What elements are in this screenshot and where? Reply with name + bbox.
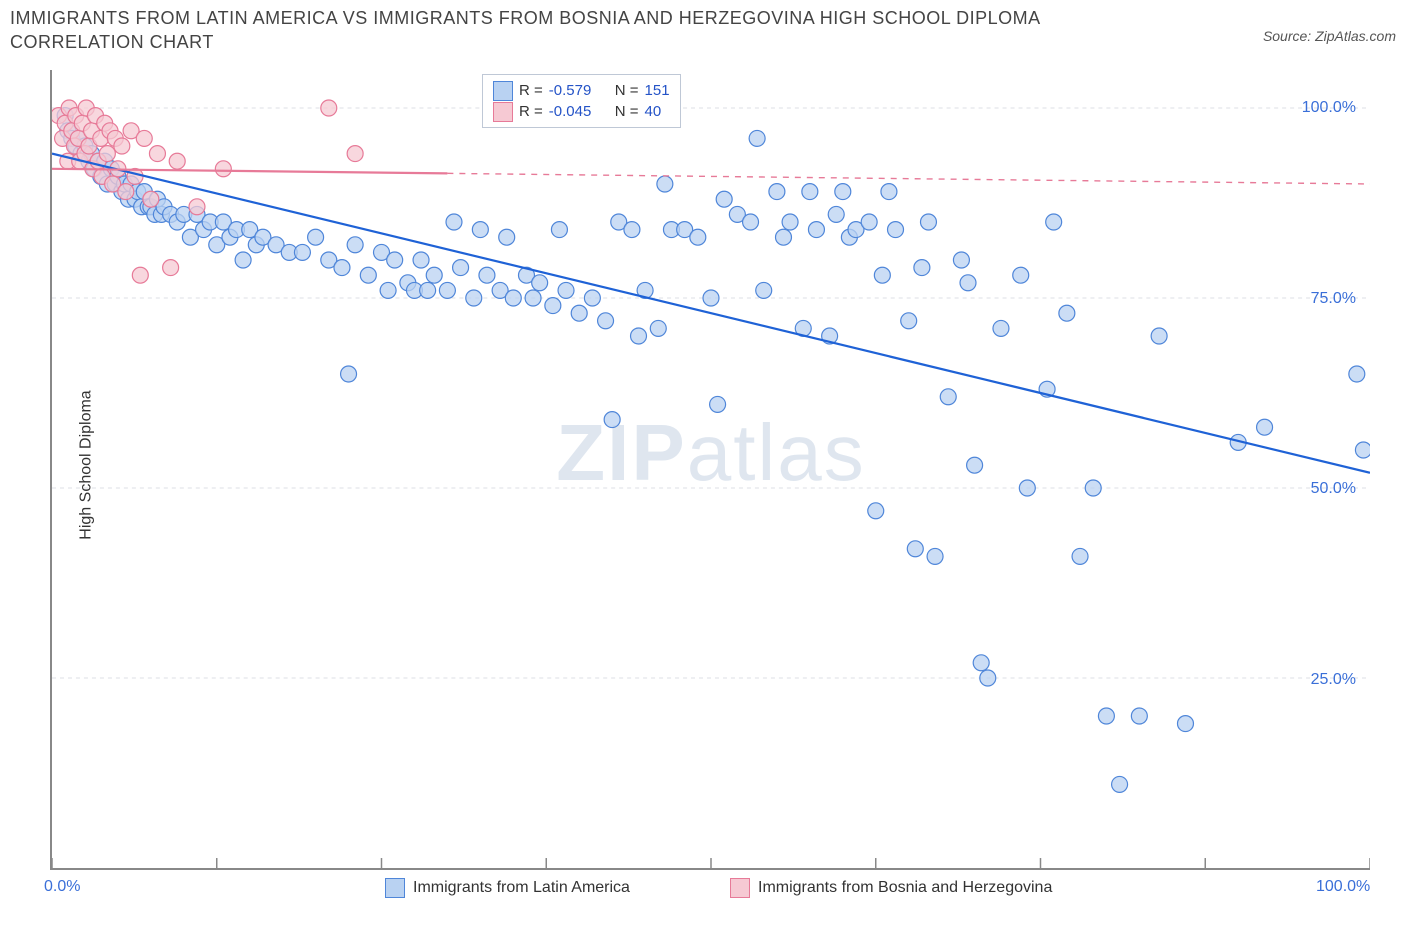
legend-label: Immigrants from Bosnia and Herzegovina: [758, 879, 1052, 897]
legend-r-label: R =: [519, 101, 543, 122]
legend-item: Immigrants from Latin America: [385, 878, 630, 898]
chart-container: IMMIGRANTS FROM LATIN AMERICA VS IMMIGRA…: [0, 0, 1406, 930]
legend-n-value: 40: [645, 101, 662, 122]
y-tick-label: 100.0%: [1302, 99, 1356, 117]
legend-label: Immigrants from Latin America: [413, 879, 630, 897]
legend-corr-row: R = -0.045 N = 40: [493, 101, 670, 122]
legend-n-label: N =: [615, 80, 639, 101]
source-label: Source: ZipAtlas.com: [1263, 6, 1396, 44]
legend-n-label: N =: [615, 101, 639, 122]
legend-r-value: -0.579: [549, 80, 609, 101]
legend-swatch: [730, 878, 750, 898]
y-tick-label: 75.0%: [1311, 290, 1356, 308]
x-tick-right: 100.0%: [1316, 878, 1370, 896]
plot-area: ZIPatlas R =-0.579N =151R =-0.045N =40: [50, 70, 1370, 870]
legend-swatch: [493, 102, 513, 122]
title-row: IMMIGRANTS FROM LATIN AMERICA VS IMMIGRA…: [10, 6, 1396, 55]
plot-svg: [52, 70, 1370, 868]
y-tick-label: 50.0%: [1311, 480, 1356, 498]
x-tick-left: 0.0%: [44, 878, 80, 896]
legend-r-label: R =: [519, 80, 543, 101]
legend-item: Immigrants from Bosnia and Herzegovina: [730, 878, 1052, 898]
legend-r-value: -0.045: [549, 101, 609, 122]
legend-n-value: 151: [645, 80, 670, 101]
y-tick-label: 25.0%: [1311, 671, 1356, 689]
legend-corr-row: R = -0.579 N = 151: [493, 80, 670, 101]
chart-title: IMMIGRANTS FROM LATIN AMERICA VS IMMIGRA…: [10, 6, 1120, 55]
legend-swatch: [385, 878, 405, 898]
legend-correlation-box: R = -0.579 N = 151 R = -0.045 N = 40: [482, 74, 681, 128]
legend-swatch: [493, 81, 513, 101]
